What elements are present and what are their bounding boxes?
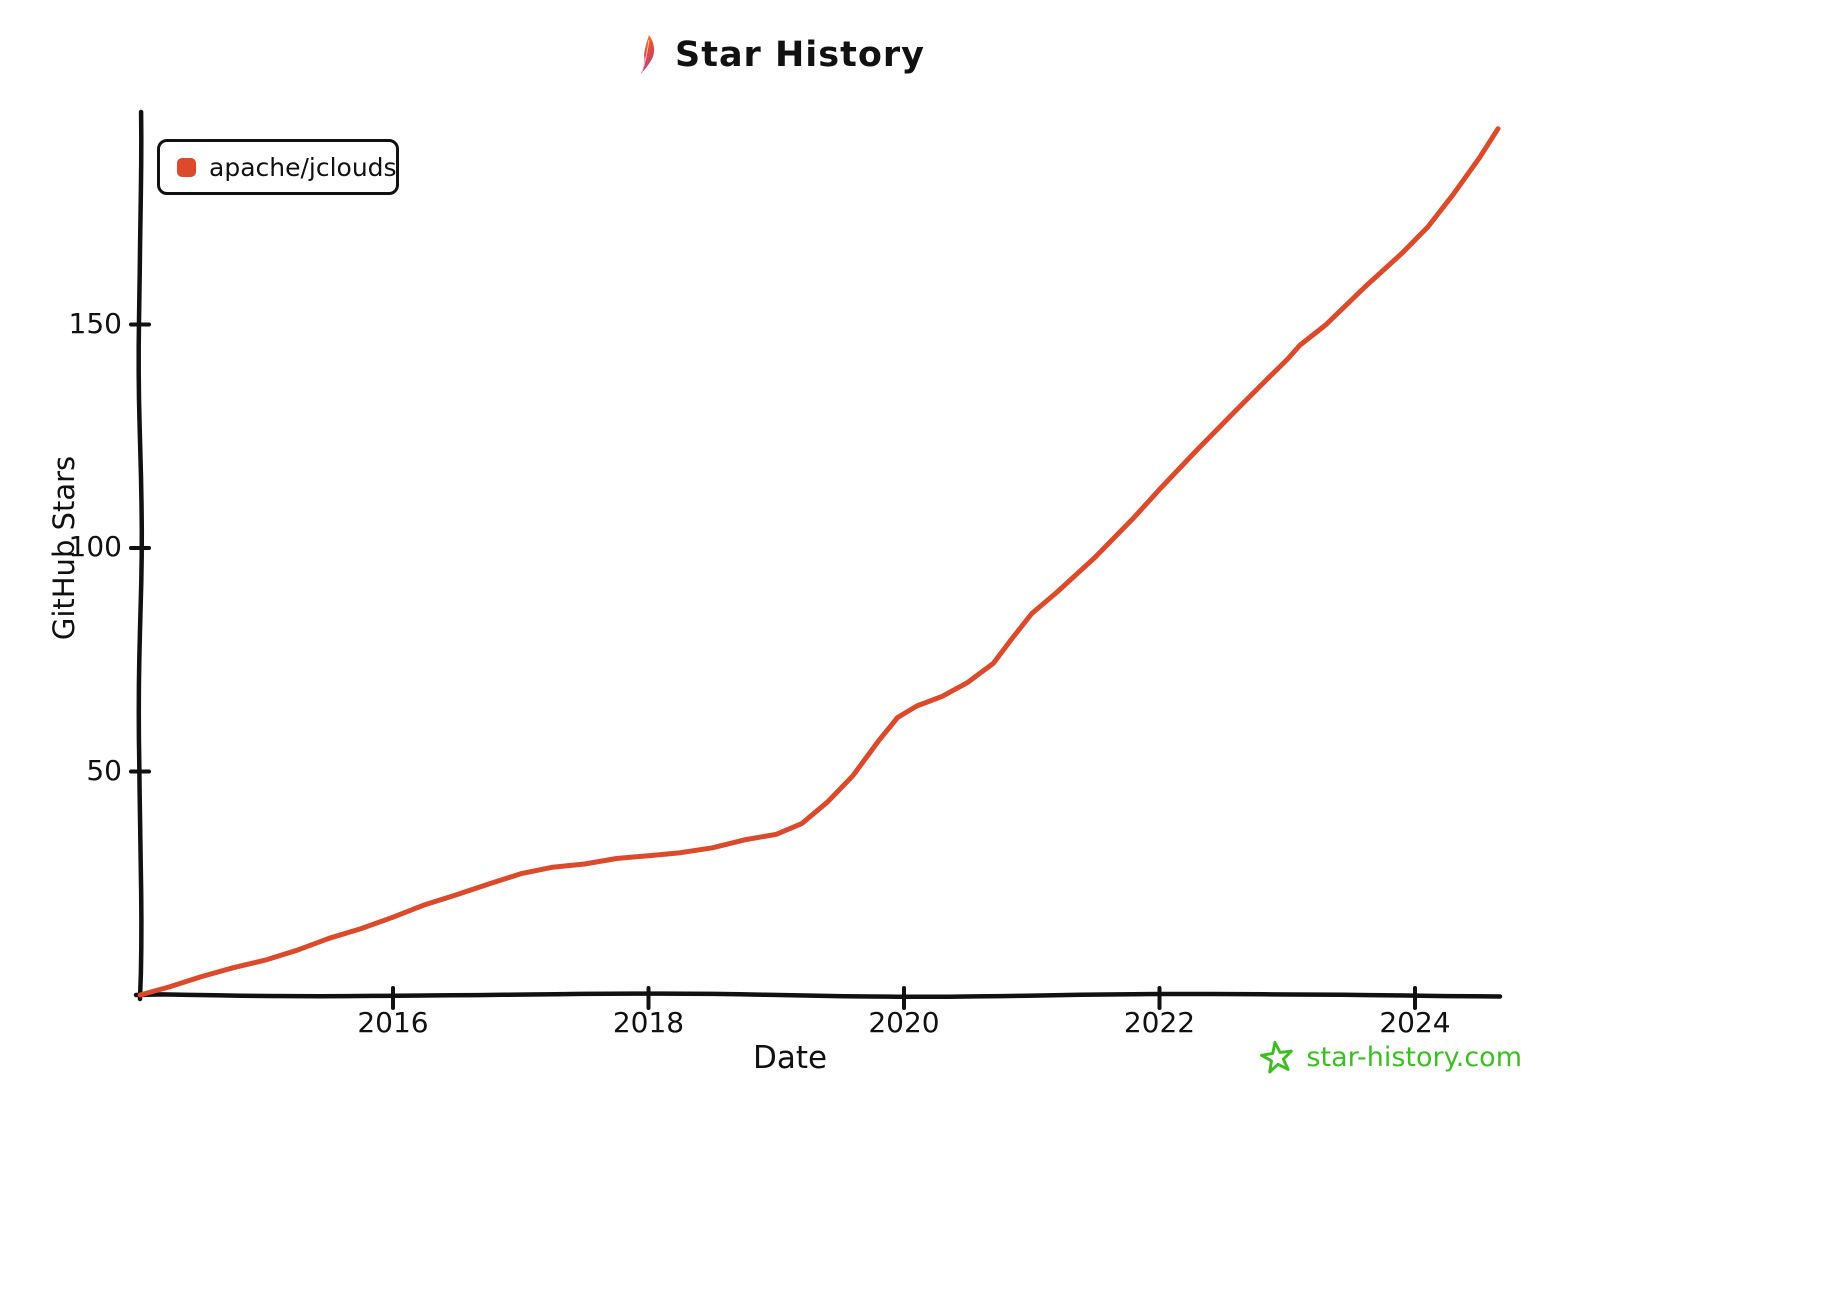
x-tick-label: 2022 xyxy=(1123,1006,1196,1039)
legend-label: apache/jclouds xyxy=(209,152,397,182)
legend-swatch xyxy=(177,157,196,177)
footer-link[interactable]: star-history.com xyxy=(1306,1041,1522,1073)
x-axis xyxy=(133,991,1503,1000)
apache-feather-icon xyxy=(641,35,655,74)
y-tick-label: 150 xyxy=(68,306,122,340)
chart-title-row: Star History xyxy=(0,34,1560,76)
page-title: Star History xyxy=(675,35,925,75)
series-line-apache-jclouds xyxy=(137,126,1501,998)
star-history-logo-icon xyxy=(1260,1040,1294,1074)
x-tick-label: 2020 xyxy=(868,1006,940,1039)
y-tick-label: 100 xyxy=(68,530,122,563)
x-tick-label: 2024 xyxy=(1379,1006,1451,1039)
x-tick-label: 2016 xyxy=(357,1006,429,1039)
footer: star-history.com xyxy=(1258,1038,1522,1076)
x-tick-label: 2018 xyxy=(612,1006,685,1039)
x-axis-label: Date xyxy=(752,1040,828,1076)
y-tick-label: 50 xyxy=(86,753,122,787)
y-axis xyxy=(136,109,145,1002)
legend: apache/jclouds xyxy=(157,139,399,195)
